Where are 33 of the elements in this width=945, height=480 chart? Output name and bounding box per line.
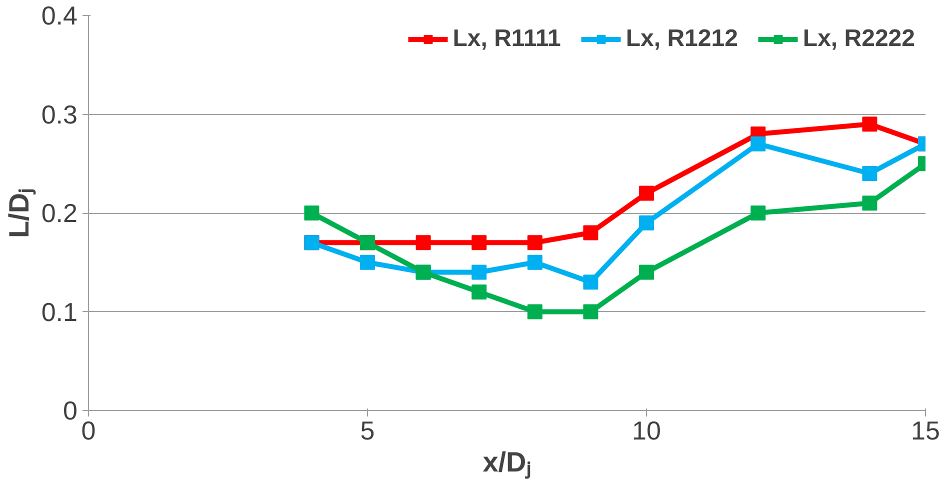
point xyxy=(862,196,878,211)
point xyxy=(750,136,766,152)
y-tick-label: 0.3 xyxy=(41,99,78,130)
point xyxy=(583,274,598,290)
x-tick-label: 15 xyxy=(911,416,940,446)
legend-label: Lx, R1111 xyxy=(452,25,561,53)
point xyxy=(472,284,487,300)
y-axis-title: L/Dⱼ xyxy=(3,188,36,238)
point xyxy=(472,235,487,250)
point xyxy=(527,304,542,320)
y-tick-label: 0 xyxy=(63,396,78,426)
point xyxy=(527,254,542,270)
point xyxy=(750,206,766,220)
x-axis-title: x/Dⱼ xyxy=(482,446,532,480)
point xyxy=(472,264,487,280)
point xyxy=(583,304,598,320)
y-tick-label: 0.4 xyxy=(41,0,78,30)
point xyxy=(862,116,878,132)
legend-label: Lx, R1212 xyxy=(626,25,738,53)
y-tick-label: 0.1 xyxy=(41,296,78,327)
point xyxy=(639,186,654,201)
point xyxy=(862,166,878,181)
point xyxy=(360,254,375,270)
point xyxy=(527,235,542,250)
legend-label: Lx, R2222 xyxy=(802,25,915,53)
y-tick-label: 0.2 xyxy=(41,198,78,228)
x-tick-label: 5 xyxy=(360,416,375,446)
point xyxy=(583,225,598,240)
point xyxy=(639,264,654,280)
point xyxy=(639,215,654,230)
point xyxy=(416,235,431,250)
x-tick-label: 10 xyxy=(632,416,661,446)
point xyxy=(304,206,320,220)
